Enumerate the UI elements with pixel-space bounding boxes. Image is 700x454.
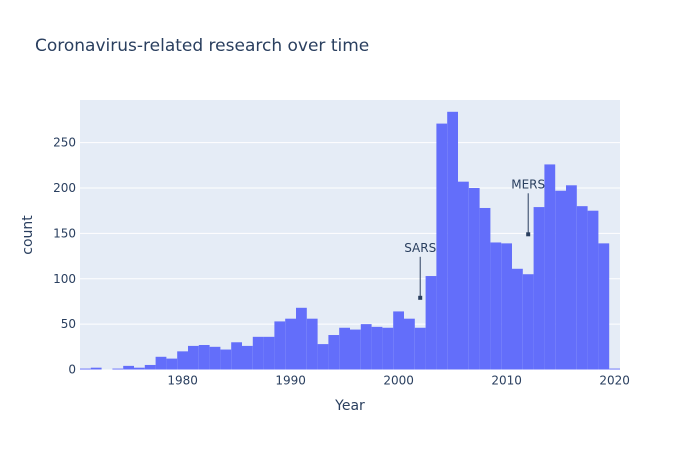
histogram-bar-2007 <box>468 188 480 370</box>
histogram-bar-1999 <box>382 327 394 370</box>
x-axis-label: Year <box>334 398 365 414</box>
histogram-bar-1983 <box>209 346 221 370</box>
histogram-bar-1994 <box>328 335 340 370</box>
annotation-arrowhead <box>418 295 423 300</box>
histogram-bar-1993 <box>317 344 329 370</box>
histogram-bar-1987 <box>252 336 264 370</box>
histogram-bar-2010 <box>501 243 512 370</box>
chart-title: Coronavirus-related research over time <box>35 36 369 56</box>
histogram-bar-2018 <box>587 210 599 370</box>
histogram-bar-2006 <box>458 181 469 370</box>
histogram-bar-2015 <box>555 190 566 370</box>
histogram-bar-2004 <box>436 123 448 370</box>
y-tick-label: 150 <box>53 226 76 240</box>
x-tick-label: 2020 <box>599 374 630 388</box>
y-tick-label: 250 <box>53 136 76 150</box>
x-tick-label: 2000 <box>383 374 414 388</box>
histogram-bar-1992 <box>306 318 318 370</box>
annotation-mers: MERS <box>511 177 545 191</box>
histogram-bar-1977 <box>144 364 156 370</box>
histogram-bar-1989 <box>274 321 286 370</box>
histogram-bar-1991 <box>296 307 307 370</box>
histogram-bar-1974 <box>112 368 124 370</box>
histogram-bar-2005 <box>447 111 458 370</box>
histogram-bar-2009 <box>490 242 502 370</box>
histogram-bar-1980 <box>177 351 188 370</box>
histogram-bar-2014 <box>544 164 556 370</box>
histogram-bar-2003 <box>425 276 437 370</box>
x-tick-label: 2010 <box>491 374 522 388</box>
y-tick-label: 0 <box>68 363 76 377</box>
histogram-bar-1975 <box>123 365 134 370</box>
histogram-bar-1997 <box>360 324 372 370</box>
histogram-bar-1985 <box>231 342 242 370</box>
x-tick-label: 1980 <box>167 374 198 388</box>
histogram-bar-1978 <box>155 356 167 370</box>
y-tick-label: 50 <box>61 317 76 331</box>
histogram-bar-2008 <box>479 207 491 370</box>
histogram-bar-2019 <box>598 243 610 370</box>
histogram-bar-1981 <box>188 345 199 370</box>
histogram-bar-1982 <box>198 345 210 370</box>
histogram-bar-2016 <box>566 185 577 370</box>
histogram-bar-1988 <box>263 336 275 370</box>
histogram-bar-2011 <box>512 268 523 370</box>
histogram-bar-1995 <box>339 327 350 370</box>
x-tick-label: 1990 <box>275 374 306 388</box>
y-tick-label: 100 <box>53 272 76 286</box>
annotation-sars: SARS <box>404 241 436 255</box>
histogram-bar-1990 <box>285 318 296 370</box>
histogram-bar-1976 <box>134 367 145 370</box>
y-axis-label: count <box>20 215 36 255</box>
histogram-bar-2001 <box>404 318 415 370</box>
histogram-bar-1979 <box>166 358 178 370</box>
histogram-bar-1986 <box>242 345 253 370</box>
histogram-bar-1971 <box>80 368 91 370</box>
histogram-bar-1984 <box>220 349 232 370</box>
histogram-bar-2000 <box>393 311 404 370</box>
histogram-bar-1998 <box>371 326 383 370</box>
y-tick-label: 200 <box>53 181 76 195</box>
histogram-bar-2013 <box>533 207 545 370</box>
histogram-bar-2012 <box>522 274 534 370</box>
histogram-bar-2020 <box>609 368 620 370</box>
annotation-arrowhead <box>526 232 531 237</box>
histogram-bar-1972 <box>90 367 102 370</box>
histogram-bar-1996 <box>350 329 361 370</box>
histogram-bar-2017 <box>576 206 588 370</box>
histogram-bar-2002 <box>414 327 426 370</box>
